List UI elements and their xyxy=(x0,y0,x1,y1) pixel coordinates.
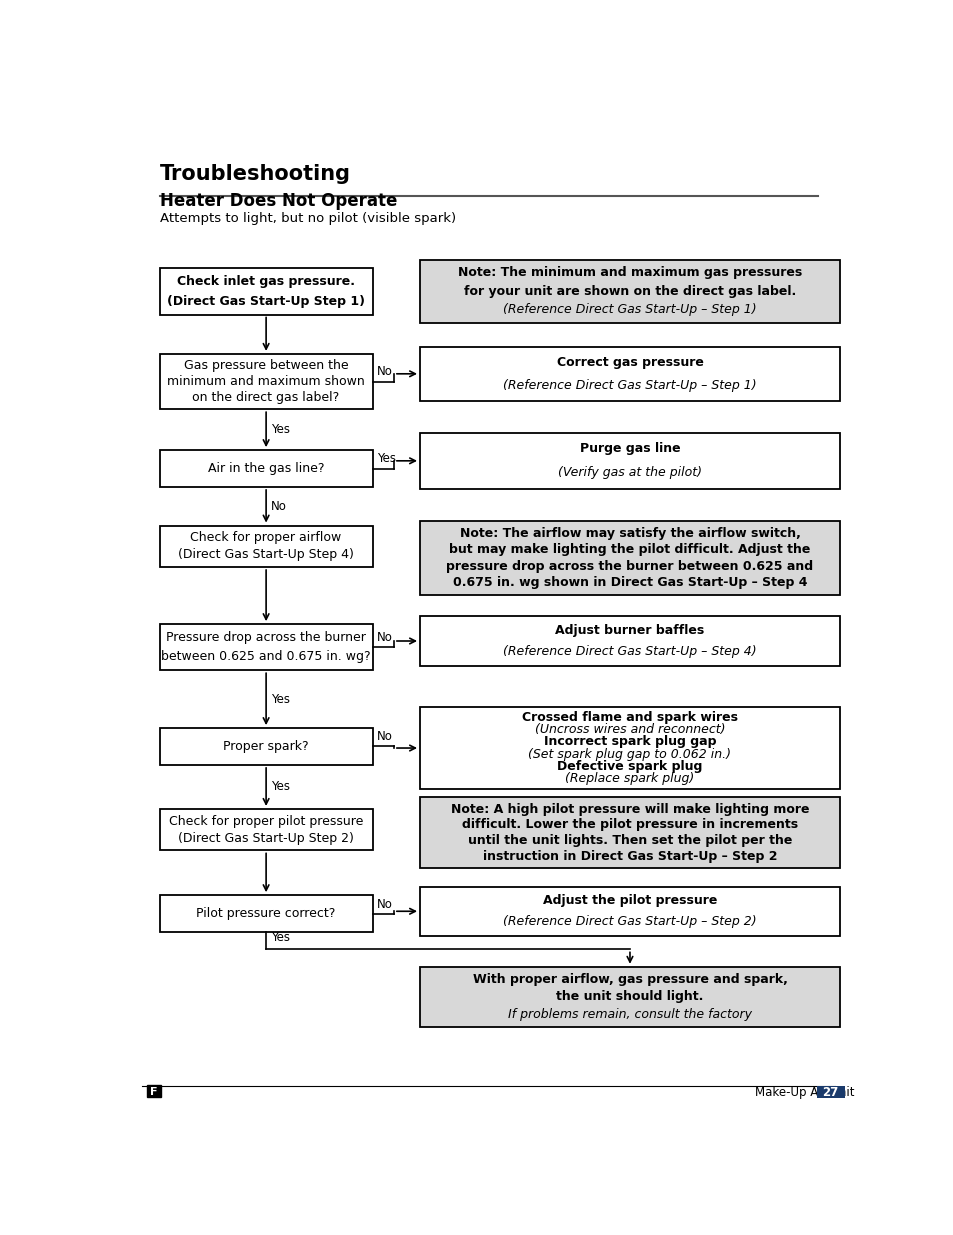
Bar xyxy=(419,616,840,666)
Text: Heater Does Not Operate: Heater Does Not Operate xyxy=(159,191,396,210)
Text: (Uncross wires and reconnect): (Uncross wires and reconnect) xyxy=(535,722,724,736)
Text: No: No xyxy=(376,730,392,743)
Text: (Reference Direct Gas Start-Up – Step 4): (Reference Direct Gas Start-Up – Step 4) xyxy=(502,645,756,658)
Bar xyxy=(159,727,373,764)
Text: minimum and maximum shown: minimum and maximum shown xyxy=(167,375,365,388)
Text: the unit should light.: the unit should light. xyxy=(556,990,703,1003)
Bar xyxy=(419,347,840,401)
Text: but may make lighting the pilot difficult. Adjust the: but may make lighting the pilot difficul… xyxy=(449,543,810,556)
Bar xyxy=(159,268,373,315)
Text: Yes: Yes xyxy=(271,931,290,944)
Text: Note: The airflow may satisfy the airflow switch,: Note: The airflow may satisfy the airflo… xyxy=(459,526,800,540)
Text: 0.675 in. wg shown in Direct Gas Start-Up – Step 4: 0.675 in. wg shown in Direct Gas Start-U… xyxy=(453,577,806,589)
Text: (Direct Gas Start-Up Step 1): (Direct Gas Start-Up Step 1) xyxy=(167,294,365,308)
Bar xyxy=(419,433,840,489)
Text: Note: The minimum and maximum gas pressures: Note: The minimum and maximum gas pressu… xyxy=(457,267,801,279)
Text: Correct gas pressure: Correct gas pressure xyxy=(556,356,702,369)
Bar xyxy=(159,526,373,567)
Text: (Replace spark plug): (Replace spark plug) xyxy=(565,772,694,785)
Text: Crossed flame and spark wires: Crossed flame and spark wires xyxy=(521,710,738,724)
Text: (Reference Direct Gas Start-Up – Step 1): (Reference Direct Gas Start-Up – Step 1) xyxy=(502,304,756,316)
Text: on the direct gas label?: on the direct gas label? xyxy=(193,391,339,404)
Text: No: No xyxy=(376,366,392,378)
Text: No: No xyxy=(271,500,286,513)
Text: Air in the gas line?: Air in the gas line? xyxy=(208,462,324,475)
Bar xyxy=(419,798,840,868)
Bar xyxy=(159,624,373,671)
Bar xyxy=(147,1086,161,1097)
Bar xyxy=(816,1086,843,1098)
Text: Defective spark plug: Defective spark plug xyxy=(557,760,702,773)
Text: With proper airflow, gas pressure and spark,: With proper airflow, gas pressure and sp… xyxy=(472,973,786,986)
Text: Proper spark?: Proper spark? xyxy=(223,740,309,753)
Text: No: No xyxy=(376,898,392,910)
Bar xyxy=(419,708,840,789)
Bar xyxy=(159,353,373,409)
Bar xyxy=(419,887,840,936)
Text: F: F xyxy=(151,1087,157,1097)
Text: instruction in Direct Gas Start-Up – Step 2: instruction in Direct Gas Start-Up – Ste… xyxy=(482,850,777,863)
Text: Check for proper pilot pressure: Check for proper pilot pressure xyxy=(169,815,363,827)
Text: (Reference Direct Gas Start-Up – Step 2): (Reference Direct Gas Start-Up – Step 2) xyxy=(502,915,756,929)
Text: Check for proper airflow: Check for proper airflow xyxy=(191,531,341,545)
Bar xyxy=(419,259,840,324)
Bar xyxy=(419,521,840,595)
Text: Yes: Yes xyxy=(271,424,290,436)
Text: Attempts to light, but no pilot (visible spark): Attempts to light, but no pilot (visible… xyxy=(159,212,456,225)
Text: for your unit are shown on the direct gas label.: for your unit are shown on the direct ga… xyxy=(463,285,795,298)
Text: Yes: Yes xyxy=(271,693,290,705)
Text: Troubleshooting: Troubleshooting xyxy=(159,163,350,184)
Text: (Reference Direct Gas Start-Up – Step 1): (Reference Direct Gas Start-Up – Step 1) xyxy=(502,379,756,391)
Text: (Direct Gas Start-Up Step 2): (Direct Gas Start-Up Step 2) xyxy=(178,831,354,845)
Text: between 0.625 and 0.675 in. wg?: between 0.625 and 0.675 in. wg? xyxy=(161,651,371,663)
Text: Pilot pressure correct?: Pilot pressure correct? xyxy=(196,906,335,920)
Bar xyxy=(159,809,373,851)
Text: Yes: Yes xyxy=(376,452,395,466)
Text: Adjust burner baffles: Adjust burner baffles xyxy=(555,624,704,637)
Text: Incorrect spark plug gap: Incorrect spark plug gap xyxy=(543,735,716,748)
Text: (Set spark plug gap to 0.062 in.): (Set spark plug gap to 0.062 in.) xyxy=(528,747,731,761)
Bar xyxy=(159,450,373,487)
Text: (Verify gas at the pilot): (Verify gas at the pilot) xyxy=(558,467,701,479)
Text: Pressure drop across the burner: Pressure drop across the burner xyxy=(166,631,366,643)
Text: Note: A high pilot pressure will make lighting more: Note: A high pilot pressure will make li… xyxy=(450,803,808,815)
Text: Check inlet gas pressure.: Check inlet gas pressure. xyxy=(177,275,355,288)
Bar xyxy=(159,895,373,932)
Text: Purge gas line: Purge gas line xyxy=(579,442,679,456)
Text: Gas pressure between the: Gas pressure between the xyxy=(184,359,348,372)
Text: pressure drop across the burner between 0.625 and: pressure drop across the burner between … xyxy=(446,559,813,573)
Text: If problems remain, consult the factory: If problems remain, consult the factory xyxy=(507,1008,751,1020)
Text: Adjust the pilot pressure: Adjust the pilot pressure xyxy=(542,894,717,908)
Text: 27: 27 xyxy=(821,1086,838,1099)
Text: difficult. Lower the pilot pressure in increments: difficult. Lower the pilot pressure in i… xyxy=(461,819,798,831)
Text: until the unit lights. Then set the pilot per the: until the unit lights. Then set the pilo… xyxy=(467,834,791,847)
Text: No: No xyxy=(376,631,392,645)
Bar xyxy=(419,967,840,1026)
Text: Make-Up Air Unit: Make-Up Air Unit xyxy=(754,1086,853,1099)
Text: Yes: Yes xyxy=(271,781,290,793)
Text: (Direct Gas Start-Up Step 4): (Direct Gas Start-Up Step 4) xyxy=(178,548,354,561)
